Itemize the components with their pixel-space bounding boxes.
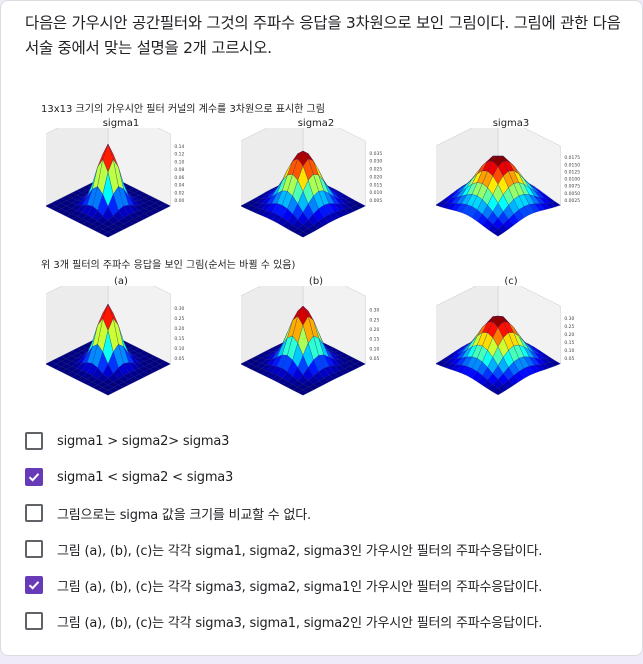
tick-label: 0.0050	[564, 191, 580, 197]
checkbox[interactable]	[25, 540, 43, 558]
tick-label: 0.10	[369, 346, 379, 352]
tick-label: 0.0025	[564, 198, 580, 204]
tick-label: 0.25	[174, 316, 184, 322]
checkmark-icon	[28, 473, 40, 482]
tick-label: 0.010	[369, 190, 382, 196]
panel-a: (a) 0.30 0.25 0.20 0.15 0.10 0.05	[46, 276, 196, 406]
gaussian-figure: 13x13 크기의 가우시안 필터 커널의 계수를 3차원으로 표시한 그림 s…	[41, 96, 601, 414]
panel-sigma2: sigma2 0.035 0.030 0.025 0.020 0.015 0.010 0.0…	[241, 118, 391, 248]
tick-label: 0.08	[174, 167, 184, 173]
tick-label: 0.025	[369, 167, 382, 173]
checkbox[interactable]	[25, 504, 43, 522]
tick-label: 0.10	[174, 159, 184, 165]
checkbox[interactable]	[25, 576, 43, 594]
tick-label: 0.30	[174, 306, 184, 312]
panel-sigma1: sigma1 0.14 0.12 0.10 0.08 0.06 0.04 0.02 0.00	[46, 118, 196, 248]
checkbox[interactable]	[25, 432, 43, 450]
tick-label: 0.10	[564, 348, 574, 354]
option-label: 그림 (a), (b), (c)는 각각 sigma3, sigma2, sig…	[57, 579, 543, 595]
panel-b: (b) 0.30 0.25 0.20 0.15 0.10 0.05	[241, 276, 391, 406]
tick-label: 0.04	[174, 183, 184, 189]
question-text: 다음은 가우시안 공간필터와 그것의 주파수 응답을 3차원으로 보인 그림이다…	[25, 14, 621, 57]
panel-sigma3: sigma3 0.0175 0.0150 0.0125 0.0100 0.0075 0.0…	[436, 118, 586, 248]
tick-label: 0.0150	[564, 162, 580, 168]
option-label: 그림으로는 sigma 값을 크기를 비교할 수 없다.	[57, 507, 311, 523]
panel-title: (c)	[504, 276, 518, 287]
option-2[interactable]: sigma1 < sigma2 < sigma3	[25, 464, 625, 490]
surface-plot: 0.30 0.25 0.20 0.15 0.10 0.05	[436, 286, 575, 396]
option-1[interactable]: sigma1 > sigma2> sigma3	[25, 428, 625, 454]
tick-label: 0.20	[174, 326, 184, 332]
tick-label: 0.0100	[564, 177, 580, 183]
tick-label: 0.05	[564, 356, 574, 362]
option-label: 그림 (a), (b), (c)는 각각 sigma3, sigma1, sig…	[57, 615, 543, 631]
surface-plot: 0.30 0.25 0.20 0.15 0.10 0.05	[241, 286, 380, 396]
tick-label: 0.06	[174, 175, 184, 181]
panel-c: (c) 0.30 0.25 0.20 0.15 0.10 0.05	[436, 276, 586, 406]
tick-label: 0.20	[564, 332, 574, 338]
tick-label: 0.20	[369, 327, 379, 333]
panel-title: (b)	[308, 276, 324, 287]
tick-label: 0.035	[369, 151, 382, 157]
tick-label: 0.05	[174, 356, 184, 362]
panel-title: (a)	[114, 276, 128, 287]
checkbox[interactable]	[25, 468, 43, 486]
tick-label: 0.0125	[564, 169, 580, 175]
option-5[interactable]: 그림 (a), (b), (c)는 각각 sigma3, sigma2, sig…	[25, 572, 625, 598]
option-label: sigma1 > sigma2> sigma3	[57, 433, 230, 449]
option-3[interactable]: 그림으로는 sigma 값을 크기를 비교할 수 없다.	[25, 500, 625, 526]
tick-label: 0.30	[369, 308, 379, 314]
tick-label: 0.0075	[564, 184, 580, 190]
tick-label: 0.015	[369, 182, 382, 188]
tick-label: 0.05	[369, 356, 379, 362]
tick-label: 0.25	[369, 317, 379, 323]
tick-label: 0.30	[564, 316, 574, 322]
tick-label: 0.25	[564, 324, 574, 330]
tick-label: 0.02	[174, 190, 184, 196]
panel-title: sigma2	[297, 118, 335, 129]
tick-label: 0.15	[369, 337, 379, 343]
tick-label: 0.10	[174, 346, 184, 352]
tick-label: 0.0175	[564, 155, 580, 161]
panel-title: sigma3	[492, 118, 530, 129]
surface-plot: 0.14 0.120.10 0.08 0.06 0.040.02 0.00	[46, 128, 185, 238]
tick-label: 0.005	[369, 198, 382, 204]
figure-caption-bottom: 위 3개 필터의 주파수 응답을 보인 그림(순서는 바뀔 수 있음)	[41, 260, 296, 271]
tick-label: 0.14	[174, 144, 184, 150]
tick-label: 0.030	[369, 159, 382, 165]
figure-caption-top: 13x13 크기의 가우시안 필터 커널의 계수를 3차원으로 표시한 그림	[41, 104, 325, 115]
option-4[interactable]: 그림 (a), (b), (c)는 각각 sigma1, sigma2, sig…	[25, 536, 625, 562]
panel-title: sigma1	[102, 118, 140, 129]
tick-label: 0.020	[369, 174, 382, 180]
option-label: sigma1 < sigma2 < sigma3	[57, 469, 234, 485]
option-label: 그림 (a), (b), (c)는 각각 sigma1, sigma2, sig…	[57, 543, 543, 559]
checkmark-icon	[28, 581, 40, 590]
option-6[interactable]: 그림 (a), (b), (c)는 각각 sigma3, sigma1, sig…	[25, 608, 625, 634]
tick-label: 0.00	[174, 198, 184, 204]
tick-label: 0.15	[174, 336, 184, 342]
surface-plot: 0.30 0.25 0.20 0.15 0.10 0.05	[46, 286, 185, 396]
tick-label: 0.12	[174, 152, 184, 158]
checkbox[interactable]	[25, 612, 43, 630]
tick-label: 0.15	[564, 340, 574, 346]
